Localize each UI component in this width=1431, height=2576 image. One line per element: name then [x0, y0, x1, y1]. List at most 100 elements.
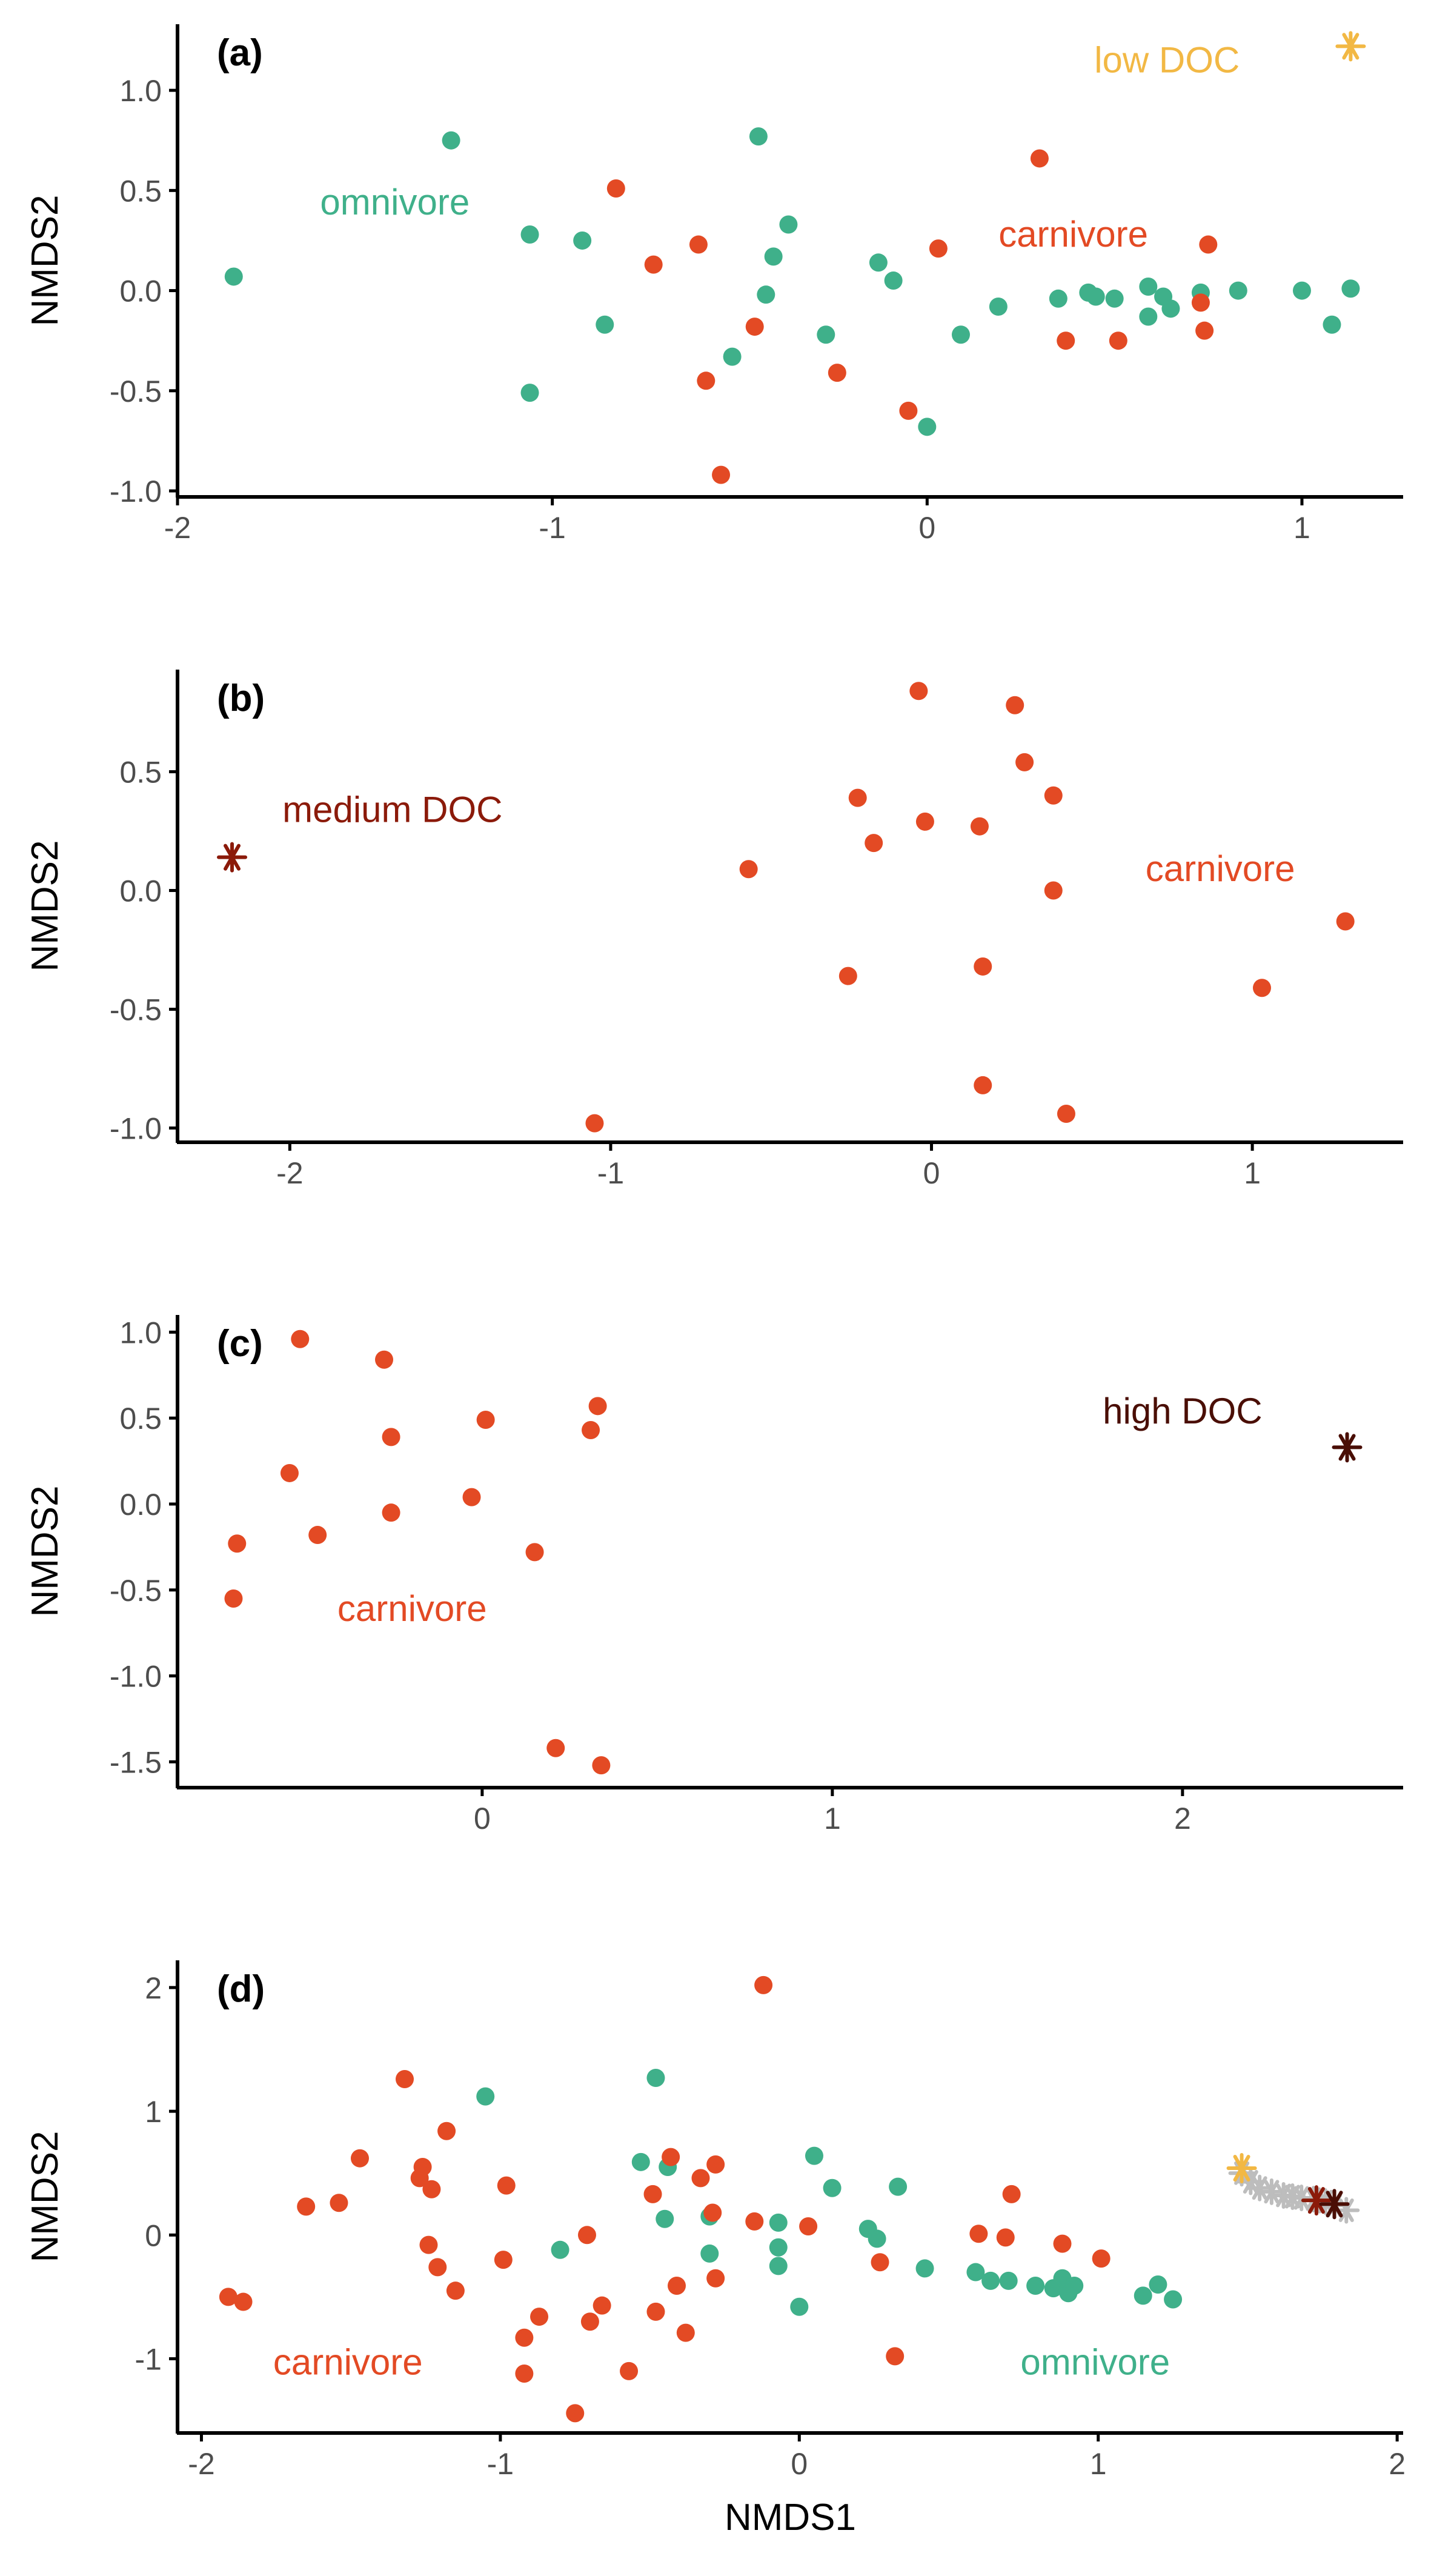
- carnivore-point: [228, 1534, 247, 1553]
- carnivore-point: [476, 1411, 495, 1429]
- omnivore-point: [442, 131, 460, 150]
- omnivore-point: [769, 2213, 788, 2232]
- carnivore-point: [909, 682, 928, 701]
- high_doc-asterisk: [1319, 2189, 1350, 2220]
- carnivore-point: [525, 1543, 544, 1562]
- carnivore-point: [308, 1526, 327, 1545]
- carnivore-point: [497, 2176, 516, 2195]
- omnivore-point: [1323, 315, 1341, 334]
- high-doc-label: high DOC: [1103, 1391, 1262, 1431]
- x-tick-label: 2: [1389, 2447, 1406, 2481]
- carnivore-point: [697, 371, 716, 390]
- omnivore-point: [1161, 299, 1180, 318]
- medium-doc-label: medium DOC: [282, 789, 502, 830]
- carnivore-point: [1195, 321, 1214, 340]
- carnivore-point: [297, 2197, 316, 2216]
- carnivore-point: [1053, 2234, 1072, 2253]
- x-tick-label: 0: [474, 1802, 491, 1835]
- carnivore-point: [582, 1421, 600, 1440]
- x-tick-label: 0: [923, 1156, 940, 1190]
- carnivore-point: [515, 2364, 534, 2383]
- omnivore-point: [1164, 2290, 1183, 2309]
- omnivore-point: [915, 2259, 934, 2278]
- carnivore-point: [291, 1330, 310, 1348]
- omnivore-label: omnivore: [320, 182, 470, 222]
- omnivore-point: [1139, 307, 1158, 326]
- carnivore-point: [588, 1397, 607, 1416]
- omnivore-point: [520, 384, 539, 402]
- carnivore-point: [422, 2180, 441, 2198]
- carnivore-point: [668, 2277, 686, 2295]
- carnivore-point: [419, 2235, 438, 2254]
- carnivore-point: [915, 812, 934, 831]
- y-tick-label: -0.5: [110, 374, 162, 408]
- carnivore-label: carnivore: [1146, 848, 1295, 889]
- omnivore-point: [1134, 2286, 1152, 2305]
- carnivore-point: [606, 179, 625, 198]
- carnivore-point: [662, 2148, 680, 2166]
- carnivore-point: [703, 2203, 722, 2222]
- panel-label: (c): [217, 1323, 263, 1365]
- panel-a: -2 -1 0 1 -1.0 -0.5 0.0 0.5 1.0 NMDS2 (a) omnivore c…: [24, 24, 1403, 545]
- carnivore-point: [566, 2404, 585, 2423]
- carnivore-point: [899, 401, 918, 420]
- omnivore-point: [656, 2209, 674, 2228]
- carnivore-point: [974, 1076, 992, 1094]
- carnivore-point: [1057, 1104, 1075, 1123]
- x-tick-label: 1: [1090, 2447, 1107, 2481]
- x-tick-label: -2: [164, 511, 191, 545]
- omnivore-point: [966, 2263, 985, 2281]
- x-tick-label: -1: [487, 2447, 514, 2481]
- y-tick-label: 0.0: [119, 1488, 162, 1522]
- carnivore-point: [712, 465, 731, 484]
- carnivore-point: [929, 239, 948, 258]
- carnivore-point: [676, 2323, 695, 2342]
- carnivore-point: [1057, 331, 1075, 350]
- carnivore-point: [382, 1503, 400, 1522]
- omnivore-point: [869, 253, 888, 272]
- omnivore-point: [823, 2178, 842, 2197]
- carnivore-point: [1015, 753, 1034, 771]
- omnivore-point: [1292, 281, 1311, 300]
- carnivore-label: carnivore: [337, 1588, 487, 1629]
- omnivore-point: [981, 2271, 1000, 2290]
- omnivore-point: [884, 271, 903, 290]
- x-tick-label: 0: [791, 2447, 808, 2481]
- omnivore-point: [1149, 2275, 1167, 2294]
- y-tick-label: 1: [145, 2095, 162, 2129]
- omnivore-point: [723, 347, 742, 366]
- carnivore-point: [428, 2258, 447, 2277]
- y-tick-label: -1.5: [110, 1745, 162, 1779]
- omnivore-label: omnivore: [1020, 2342, 1170, 2383]
- omnivore-point: [749, 127, 768, 146]
- y-tick-label: -1.0: [110, 1660, 162, 1694]
- carnivore-point: [646, 2302, 665, 2321]
- carnivore-point: [1006, 696, 1024, 714]
- panel-c: 0 1 2 -1.5 -1.0 -0.5 0.0 0.5 1.0 NMDS2 (c) carnivor…: [24, 1315, 1403, 1835]
- panel-label: (b): [217, 677, 265, 719]
- carnivore-point: [745, 2212, 764, 2231]
- carnivore-point: [577, 2226, 596, 2245]
- medium_doc-asterisk: [217, 842, 248, 873]
- carnivore-point: [1002, 2185, 1021, 2203]
- carnivore-point: [1092, 2249, 1111, 2268]
- omnivore-point: [1229, 281, 1247, 300]
- x-tick-label: 0: [918, 511, 935, 545]
- omnivore-point: [1086, 287, 1105, 306]
- omnivore-point: [1341, 279, 1360, 298]
- carnivore-point: [620, 2361, 639, 2380]
- y-tick-label: -1.0: [110, 1111, 162, 1145]
- omnivore-point: [631, 2152, 650, 2171]
- omnivore-point: [779, 215, 798, 234]
- trail-asterisk: [1246, 2174, 1273, 2202]
- y-axis-title: NMDS2: [24, 1485, 66, 1617]
- omnivore-point: [551, 2240, 569, 2259]
- carnivore-point: [1044, 786, 1063, 805]
- trail-asterisk: [1258, 2178, 1285, 2205]
- omnivore-point: [918, 418, 937, 436]
- carnivore-point: [996, 2228, 1015, 2247]
- y-tick-label: 1.0: [119, 1316, 162, 1350]
- low_doc-asterisk: [1226, 2153, 1257, 2184]
- y-tick-label: 0.0: [119, 275, 162, 308]
- y-axis-title: NMDS2: [24, 840, 66, 971]
